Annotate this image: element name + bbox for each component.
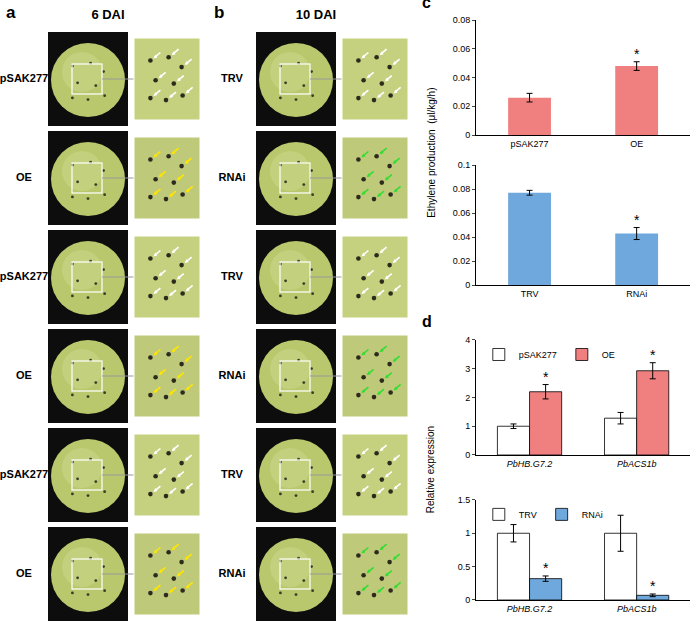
svg-text:*: * <box>650 578 656 594</box>
svg-text:0.02: 0.02 <box>453 101 471 111</box>
svg-text:6 DAI: 6 DAI <box>91 7 124 22</box>
svg-text:b: b <box>214 3 224 22</box>
svg-text:RNAi: RNAi <box>582 510 603 520</box>
svg-text:TRV: TRV <box>519 510 537 520</box>
svg-text:OE: OE <box>16 567 32 579</box>
svg-text:Relative expression: Relative expression <box>425 426 436 513</box>
svg-text:*: * <box>543 369 549 385</box>
svg-text:0: 0 <box>465 280 470 290</box>
svg-text:PbACS1b: PbACS1b <box>617 459 657 469</box>
svg-text:0.04: 0.04 <box>453 232 471 242</box>
svg-text:0.08: 0.08 <box>453 15 471 25</box>
svg-text:RNAi: RNAi <box>219 171 246 183</box>
svg-text:3: 3 <box>465 364 470 374</box>
svg-text:*: * <box>650 347 656 363</box>
svg-text:OE: OE <box>16 171 32 183</box>
svg-text:0.08: 0.08 <box>453 184 471 194</box>
svg-text:Ethylene production (μl/kg/h): Ethylene production (μl/kg/h) <box>426 88 437 218</box>
svg-text:0.06: 0.06 <box>453 208 471 218</box>
svg-text:OE: OE <box>630 139 643 149</box>
svg-text:RNAi: RNAi <box>219 369 246 381</box>
svg-text:4: 4 <box>465 335 470 345</box>
svg-text:0.06: 0.06 <box>453 44 471 54</box>
svg-text:0: 0 <box>465 130 470 140</box>
svg-text:1: 1 <box>465 421 470 431</box>
svg-text:10 DAI: 10 DAI <box>296 7 336 22</box>
svg-text:*: * <box>543 560 549 576</box>
svg-text:0: 0 <box>465 450 470 460</box>
svg-text:RNAi: RNAi <box>219 567 246 579</box>
svg-text:1: 1 <box>465 528 470 538</box>
svg-text:pSAK277: pSAK277 <box>0 72 48 84</box>
svg-text:pSAK277: pSAK277 <box>519 350 557 360</box>
svg-text:*: * <box>634 46 640 62</box>
svg-text:0.04: 0.04 <box>453 73 471 83</box>
svg-text:d: d <box>422 313 432 330</box>
svg-text:*: * <box>634 212 640 228</box>
svg-text:TRV: TRV <box>521 289 539 299</box>
svg-text:0.02: 0.02 <box>453 256 471 266</box>
svg-text:0.5: 0.5 <box>458 562 471 572</box>
svg-text:TRV: TRV <box>221 468 243 480</box>
svg-text:PbHB.G7.2: PbHB.G7.2 <box>507 604 553 614</box>
svg-text:pSAK277: pSAK277 <box>0 468 48 480</box>
svg-text:a: a <box>6 3 16 22</box>
svg-text:RNAi: RNAi <box>626 289 647 299</box>
svg-text:PbACS1b: PbACS1b <box>617 604 657 614</box>
svg-text:pSAK277: pSAK277 <box>511 139 549 149</box>
svg-text:2: 2 <box>465 393 470 403</box>
svg-text:0: 0 <box>465 595 470 605</box>
svg-text:OE: OE <box>16 369 32 381</box>
svg-text:0.1: 0.1 <box>458 160 471 170</box>
svg-text:c: c <box>422 0 431 11</box>
svg-text:pSAK277: pSAK277 <box>0 270 48 282</box>
svg-text:1.5: 1.5 <box>458 495 471 505</box>
svg-text:PbHB.G7.2: PbHB.G7.2 <box>507 459 553 469</box>
svg-text:OE: OE <box>602 350 615 360</box>
svg-text:TRV: TRV <box>221 72 243 84</box>
svg-text:TRV: TRV <box>221 270 243 282</box>
